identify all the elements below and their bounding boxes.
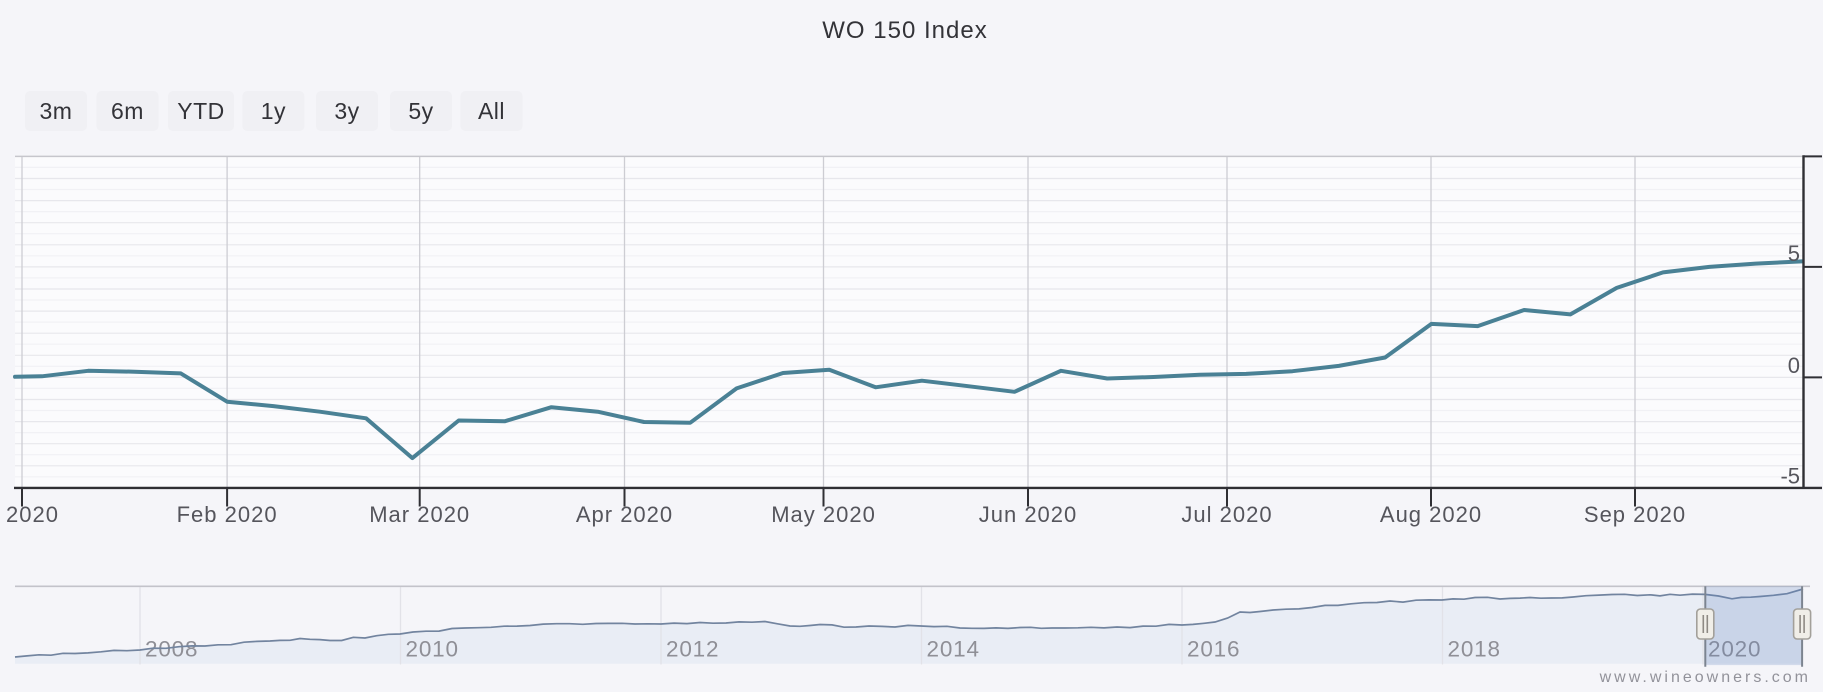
svg-text:May 2020: May 2020 <box>771 502 876 527</box>
svg-text:YTD: YTD <box>177 98 225 124</box>
svg-text:5: 5 <box>1788 241 1800 266</box>
svg-text:All: All <box>478 98 505 124</box>
svg-text:2020: 2020 <box>6 502 59 527</box>
svg-text:2012: 2012 <box>666 637 719 662</box>
svg-text:Feb 2020: Feb 2020 <box>177 502 278 527</box>
svg-text:Jul 2020: Jul 2020 <box>1181 502 1272 527</box>
svg-text:Apr 2020: Apr 2020 <box>576 502 673 527</box>
svg-text:2018: 2018 <box>1448 637 1501 662</box>
svg-text:2016: 2016 <box>1187 637 1240 662</box>
svg-text:Sep 2020: Sep 2020 <box>1584 502 1686 527</box>
svg-text:-5: -5 <box>1780 464 1800 489</box>
svg-text:Jun 2020: Jun 2020 <box>979 502 1078 527</box>
svg-text:0: 0 <box>1788 353 1800 378</box>
svg-text:3y: 3y <box>334 98 359 124</box>
svg-text:2014: 2014 <box>927 637 980 662</box>
svg-text:3m: 3m <box>40 98 73 124</box>
svg-text:WO 150 Index: WO 150 Index <box>822 17 987 44</box>
svg-text:Mar 2020: Mar 2020 <box>369 502 470 527</box>
svg-text:2020: 2020 <box>1708 637 1761 662</box>
svg-text:Aug 2020: Aug 2020 <box>1380 502 1482 527</box>
svg-text:1y: 1y <box>261 98 286 124</box>
svg-text:5y: 5y <box>408 98 433 124</box>
svg-text:2010: 2010 <box>406 637 459 662</box>
svg-text:6m: 6m <box>111 98 144 124</box>
svg-text:www.wineowners.com: www.wineowners.com <box>1599 669 1811 686</box>
